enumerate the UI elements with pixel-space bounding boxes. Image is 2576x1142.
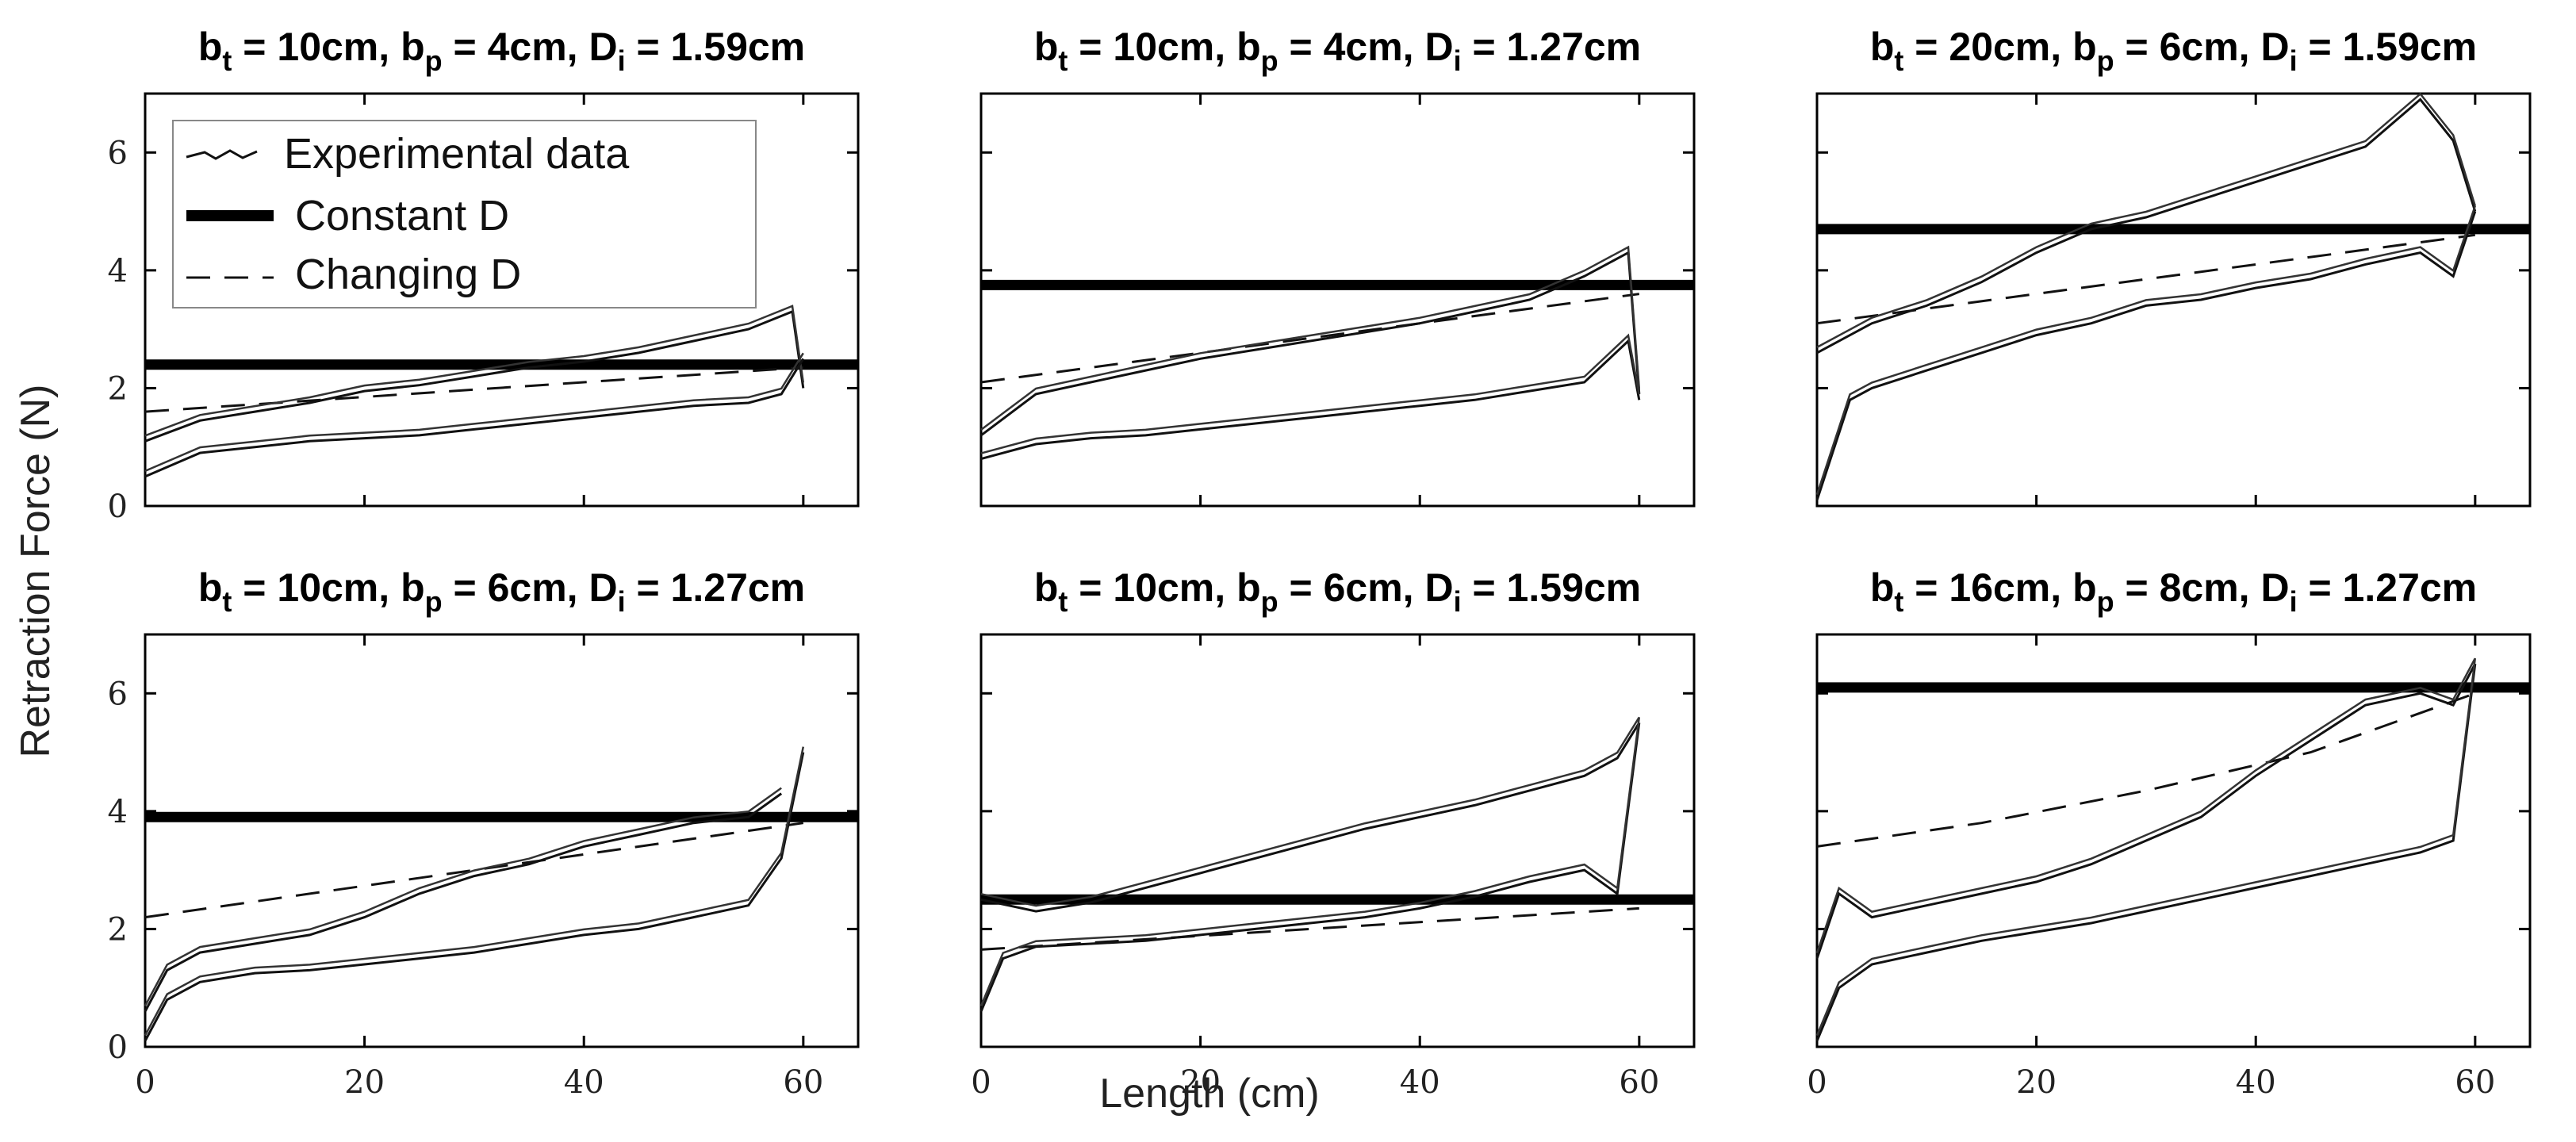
panel-title: bt = 10cm, bp = 4cm, Di = 1.27cm bbox=[1034, 25, 1641, 77]
panel-3: bt = 20cm, bp = 6cm, Di = 1.59cm bbox=[1815, 25, 2532, 508]
experimental-series-2 bbox=[979, 722, 1641, 1012]
x-axis-label: Length (cm) bbox=[1099, 1071, 1319, 1117]
x-tick-label: 0 bbox=[1807, 1064, 1827, 1101]
x-tick-label: 0 bbox=[135, 1064, 155, 1101]
changing-d-line bbox=[980, 906, 1639, 951]
x-tick-label: 60 bbox=[2455, 1064, 2495, 1101]
y-tick-label: 4 bbox=[108, 253, 128, 289]
experimental-series-1-repeat bbox=[144, 787, 782, 1006]
y-tick-label: 2 bbox=[108, 370, 128, 407]
axes-frame bbox=[144, 633, 860, 1048]
experimental-series-1-repeat bbox=[980, 245, 1641, 431]
x-tick-label: 0 bbox=[971, 1064, 991, 1101]
panel-title: bt = 10cm, bp = 6cm, Di = 1.27cm bbox=[198, 565, 805, 618]
y-tick-label: 6 bbox=[108, 676, 128, 712]
experimental-series-2-repeat bbox=[1815, 205, 2476, 495]
experimental-series-1-repeat bbox=[144, 305, 805, 437]
legend: Experimental data Constant D Changing D bbox=[172, 120, 757, 308]
x-tick-label: 60 bbox=[783, 1064, 823, 1101]
x-tick-label: 60 bbox=[1619, 1064, 1659, 1101]
experimental-series-2-repeat bbox=[980, 333, 1641, 454]
experimental-series-2-repeat bbox=[979, 717, 1641, 1006]
changing-d-line bbox=[144, 822, 804, 919]
panel-5: bt = 10cm, bp = 6cm, Di = 1.59cm 0 20 40 60 bbox=[971, 565, 1696, 1101]
panel-1: bt = 10cm, bp = 4cm, Di = 1.59cm 0 2 4 6 bbox=[108, 25, 860, 525]
legend-constant-label: Constant D bbox=[295, 192, 509, 240]
experimental-series-2 bbox=[144, 752, 805, 1042]
x-tick-label: 40 bbox=[2236, 1064, 2276, 1101]
y-axis-label: Retraction Force (N) bbox=[13, 385, 59, 758]
experimental-series-2 bbox=[144, 358, 805, 478]
experimental-series-2 bbox=[1815, 211, 2477, 501]
changing-d-line bbox=[980, 293, 1639, 384]
y-tick-label: 0 bbox=[108, 489, 128, 525]
x-tick-label: 20 bbox=[344, 1064, 385, 1101]
panel-title: bt = 10cm, bp = 4cm, Di = 1.59cm bbox=[198, 25, 805, 77]
axes-frame bbox=[144, 92, 860, 508]
x-tick-label: 40 bbox=[564, 1064, 604, 1101]
changing-d-line bbox=[144, 366, 803, 413]
axes-frame bbox=[979, 92, 1696, 508]
experimental-series-1 bbox=[980, 251, 1641, 437]
experimental-series-2 bbox=[980, 339, 1641, 461]
experimental-series-1-repeat bbox=[980, 716, 1640, 907]
y-tick-label: 4 bbox=[108, 794, 128, 830]
panel-6: bt = 16cm, bp = 8cm, Di = 1.27cm 0 20 40 60 bbox=[1807, 565, 2532, 1101]
experimental-series-2-repeat bbox=[144, 746, 805, 1037]
changing-d-line bbox=[1816, 233, 2475, 325]
experimental-series-1 bbox=[980, 722, 1641, 913]
experimental-series-1 bbox=[144, 792, 783, 1013]
experimental-series-2 bbox=[1815, 663, 2477, 1042]
axes-frame bbox=[1815, 633, 2532, 1048]
axes-frame bbox=[1815, 92, 2532, 508]
experimental-series-1 bbox=[144, 309, 805, 443]
legend-experimental-label: Experimental data bbox=[284, 130, 630, 178]
y-tick-label: 6 bbox=[108, 135, 128, 171]
axes-frame bbox=[979, 633, 1696, 1048]
experimental-series-1 bbox=[1816, 98, 2477, 354]
experimental-series-2-repeat bbox=[1815, 657, 2477, 1037]
experimental-series-2-repeat bbox=[144, 352, 804, 473]
experimental-series-1 bbox=[1815, 663, 2477, 960]
legend-experimental-swatch bbox=[186, 149, 258, 160]
y-tick-label: 2 bbox=[108, 911, 128, 948]
panel-title: bt = 16cm, bp = 8cm, Di = 1.27cm bbox=[1870, 565, 2477, 618]
legend-changing-label: Changing D bbox=[295, 251, 521, 298]
panel-title: bt = 20cm, bp = 6cm, Di = 1.59cm bbox=[1870, 25, 2477, 77]
x-tick-label: 20 bbox=[1180, 1064, 1221, 1101]
panel-2: bt = 10cm, bp = 4cm, Di = 1.27cm bbox=[979, 25, 1696, 508]
changing-d-line bbox=[1816, 692, 2476, 848]
experimental-series-1-repeat bbox=[1816, 92, 2476, 349]
y-tick-label: 0 bbox=[108, 1029, 128, 1066]
x-tick-label: 40 bbox=[1400, 1064, 1440, 1101]
experimental-series-1-repeat bbox=[1815, 657, 2476, 954]
panel-title: bt = 10cm, bp = 6cm, Di = 1.59cm bbox=[1034, 565, 1641, 618]
x-tick-label: 20 bbox=[2016, 1064, 2057, 1101]
